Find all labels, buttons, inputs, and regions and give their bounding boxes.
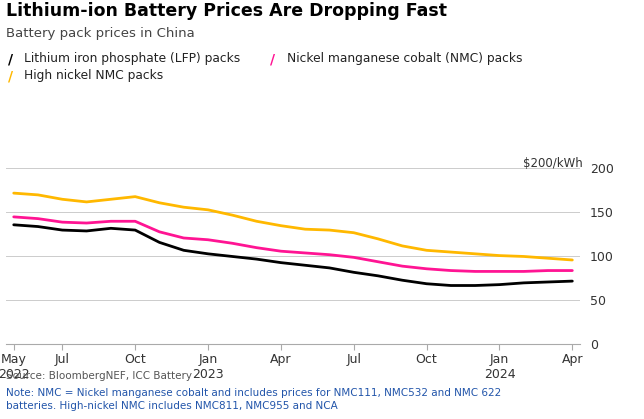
- Text: Source: BloombergNEF, ICC Battery: Source: BloombergNEF, ICC Battery: [6, 371, 193, 381]
- Text: Lithium iron phosphate (LFP) packs: Lithium iron phosphate (LFP) packs: [24, 52, 241, 65]
- Text: Nickel manganese cobalt (NMC) packs: Nickel manganese cobalt (NMC) packs: [287, 52, 522, 65]
- Text: /: /: [270, 52, 276, 66]
- Text: /: /: [8, 52, 13, 66]
- Text: Note: NMC = Nickel manganese cobalt and includes prices for NMC111, NMC532 and N: Note: NMC = Nickel manganese cobalt and …: [6, 388, 502, 411]
- Text: Battery pack prices in China: Battery pack prices in China: [6, 27, 195, 40]
- Text: /: /: [8, 69, 13, 83]
- Text: High nickel NMC packs: High nickel NMC packs: [24, 69, 164, 82]
- Text: Lithium-ion Battery Prices Are Dropping Fast: Lithium-ion Battery Prices Are Dropping …: [6, 2, 448, 20]
- Text: $200/kWh: $200/kWh: [523, 157, 583, 170]
